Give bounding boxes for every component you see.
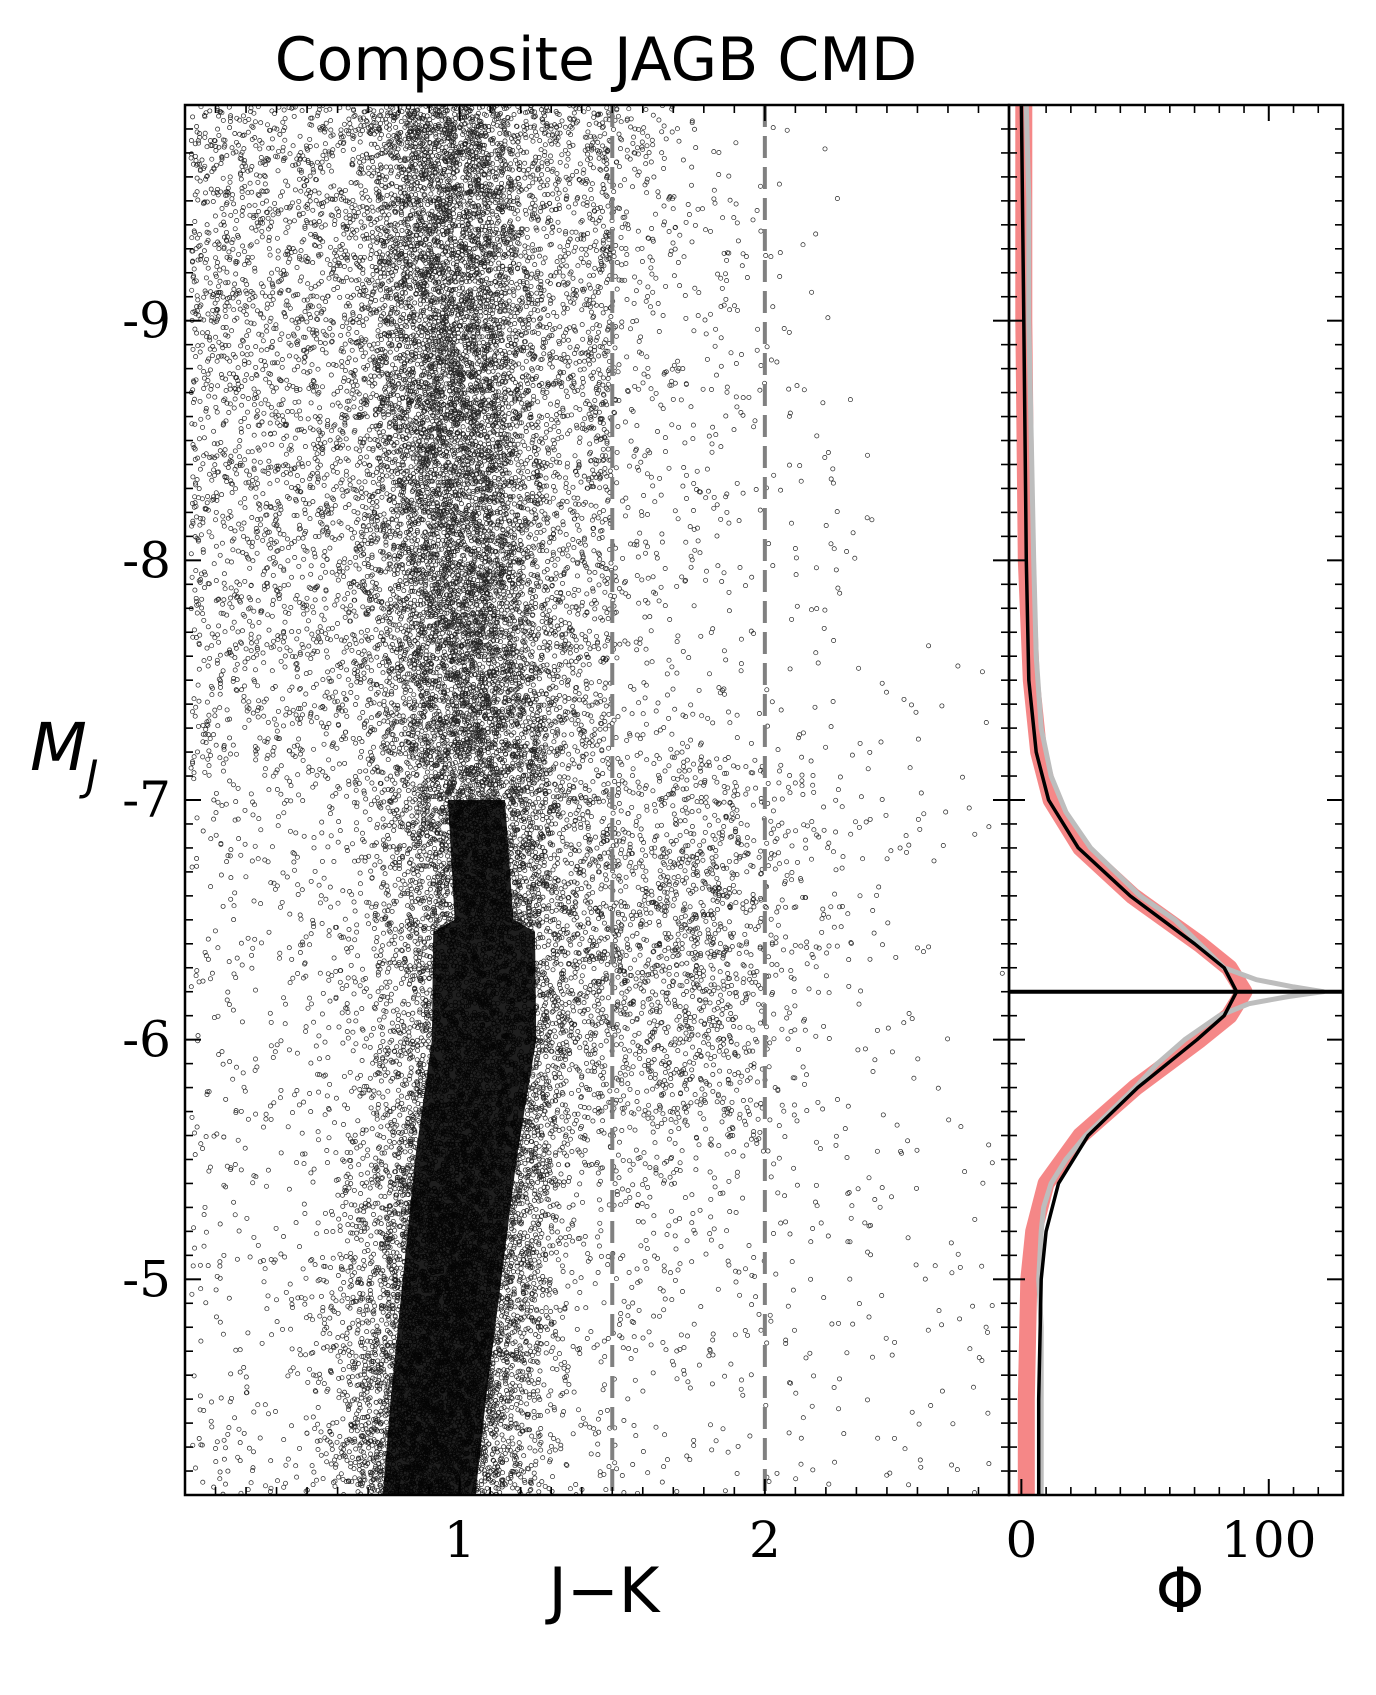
x-tick-label: 1 xyxy=(444,1511,476,1569)
y-tick-label: -7 xyxy=(122,771,171,829)
y-tick-label: -6 xyxy=(122,1011,171,1069)
y-tick-label: -9 xyxy=(122,292,171,350)
x-tick-label: 2 xyxy=(749,1511,781,1569)
chart-title: Composite JAGB CMD xyxy=(275,25,918,95)
y-tick-label: -8 xyxy=(122,531,171,589)
y-tick-label: -5 xyxy=(122,1250,171,1308)
x-axis-label: J−K xyxy=(545,1554,661,1627)
lf-x-axis-label: Φ xyxy=(1156,1554,1205,1627)
lf-x-tick-label: 0 xyxy=(1005,1511,1037,1569)
lf-x-tick-label: 100 xyxy=(1221,1511,1316,1569)
y-axis-label-main: M xyxy=(30,709,87,786)
